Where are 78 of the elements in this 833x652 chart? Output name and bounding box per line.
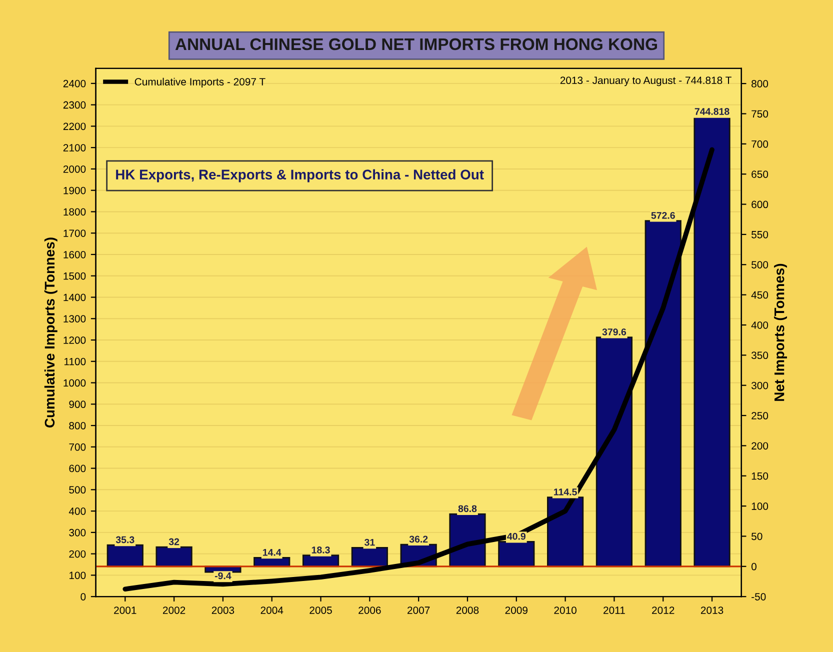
data-label: 31 bbox=[364, 538, 375, 546]
x-tick-label: 2009 bbox=[505, 606, 528, 614]
y2-tick-label: 700 bbox=[752, 140, 768, 148]
y-tick-label: 900 bbox=[69, 400, 86, 408]
y-tick-label: 2300 bbox=[63, 101, 86, 109]
bar bbox=[498, 541, 535, 568]
bar bbox=[156, 546, 192, 568]
annotation: 2013 - January to August - 744.818 T bbox=[560, 76, 732, 86]
y2-tick-label: 600 bbox=[752, 200, 768, 208]
x-tick-label: 2004 bbox=[260, 606, 284, 614]
y2-tick-label: 450 bbox=[751, 291, 768, 299]
y2-tick-label: 0 bbox=[752, 562, 756, 570]
y-tick-label: 400 bbox=[68, 508, 86, 515]
x-tick-label: 2013 bbox=[700, 606, 724, 614]
y-tick-label: 600 bbox=[69, 464, 86, 472]
y2-tick-label: 100 bbox=[752, 502, 768, 510]
y2-tick-label: 300 bbox=[751, 382, 768, 390]
x-tick-label: 2012 bbox=[652, 606, 674, 614]
data-label: 14.4 bbox=[263, 549, 282, 556]
y-tick-label: 1400 bbox=[64, 294, 86, 302]
x-tick-label: 2003 bbox=[212, 606, 234, 614]
y-tick-label: 800 bbox=[69, 422, 86, 430]
data-label: 18.3 bbox=[312, 546, 330, 554]
y-tick-label: 300 bbox=[69, 528, 86, 536]
x-tick-label: 2006 bbox=[358, 606, 381, 614]
y2-tick-label: 750 bbox=[752, 110, 768, 118]
y2-tick-label: 250 bbox=[752, 412, 768, 420]
y2-tick-label: -50 bbox=[752, 593, 766, 600]
x-tick-label: 2001 bbox=[114, 606, 136, 614]
y-tick-label: 200 bbox=[69, 550, 86, 558]
y2-tick-label: 500 bbox=[752, 261, 768, 268]
y-tick-label: 100 bbox=[69, 572, 86, 580]
x-tick-label: 2005 bbox=[310, 606, 332, 614]
annotation: HK Exports, Re-Exports & Imports to China - Netted Out bbox=[116, 169, 484, 182]
y-tick-label: 1100 bbox=[64, 358, 86, 366]
bar bbox=[596, 336, 633, 568]
chart-title: ANNUAL CHINESE GOLD NET IMPORTS FROM HONG KONG bbox=[175, 38, 657, 50]
y-tick-label: 700 bbox=[69, 443, 86, 451]
x-tick-label: 2010 bbox=[554, 606, 576, 614]
y2-tick-label: 800 bbox=[752, 80, 768, 88]
legend-label: Cumulative Imports - 2097 T bbox=[134, 78, 266, 88]
y2-tick-label: 650 bbox=[752, 170, 768, 178]
y2-tick-label: 550 bbox=[752, 230, 768, 238]
y2-tick-label: 50 bbox=[752, 532, 762, 540]
data-label: 36.2 bbox=[409, 536, 428, 543]
y2-tick-label: 400 bbox=[751, 321, 768, 329]
x-tick-label: 2007 bbox=[408, 606, 430, 614]
y-tick-label: 1700 bbox=[64, 230, 86, 237]
bar bbox=[694, 116, 730, 568]
data-label: 572.6 bbox=[651, 212, 675, 219]
y-tick-label: 1600 bbox=[64, 250, 86, 258]
y-tick-label: 1800 bbox=[64, 208, 86, 216]
y-tick-label: 1900 bbox=[64, 186, 86, 194]
y-tick-label: 2200 bbox=[63, 122, 86, 130]
x-tick-label: 2011 bbox=[604, 606, 625, 614]
y-tick-label: 2000 bbox=[63, 165, 86, 173]
y-axis-title: Cumulative Imports (Tonnes) bbox=[44, 238, 58, 428]
y2-tick-label: 200 bbox=[752, 442, 768, 450]
y-tick-label: 500 bbox=[69, 486, 86, 494]
data-label: -9.4 bbox=[214, 572, 232, 580]
y-tick-label: 2100 bbox=[63, 144, 86, 152]
y-tick-label: 0 bbox=[80, 593, 86, 600]
data-label: 32 bbox=[168, 538, 180, 546]
y-tick-label: 2400 bbox=[63, 80, 86, 88]
y2-tick-label: 350 bbox=[751, 352, 768, 360]
y-tick-label: 1200 bbox=[64, 336, 86, 344]
y2-tick-label: 150 bbox=[752, 472, 768, 480]
y2-axis-title: Net Imports (Tonnes) bbox=[774, 264, 787, 401]
data-label: 114.5 bbox=[554, 488, 577, 496]
data-label: 86.8 bbox=[458, 505, 477, 512]
data-label: 744.818 bbox=[694, 108, 730, 115]
x-tick-label: 2008 bbox=[456, 606, 479, 614]
y-tick-label: 1000 bbox=[64, 379, 86, 387]
y-tick-label: 1300 bbox=[64, 315, 86, 322]
y-tick-label: 1500 bbox=[64, 272, 86, 280]
data-label: 35.3 bbox=[116, 536, 134, 544]
x-tick-label: 2002 bbox=[162, 606, 186, 614]
data-label: 379.6 bbox=[602, 328, 626, 336]
